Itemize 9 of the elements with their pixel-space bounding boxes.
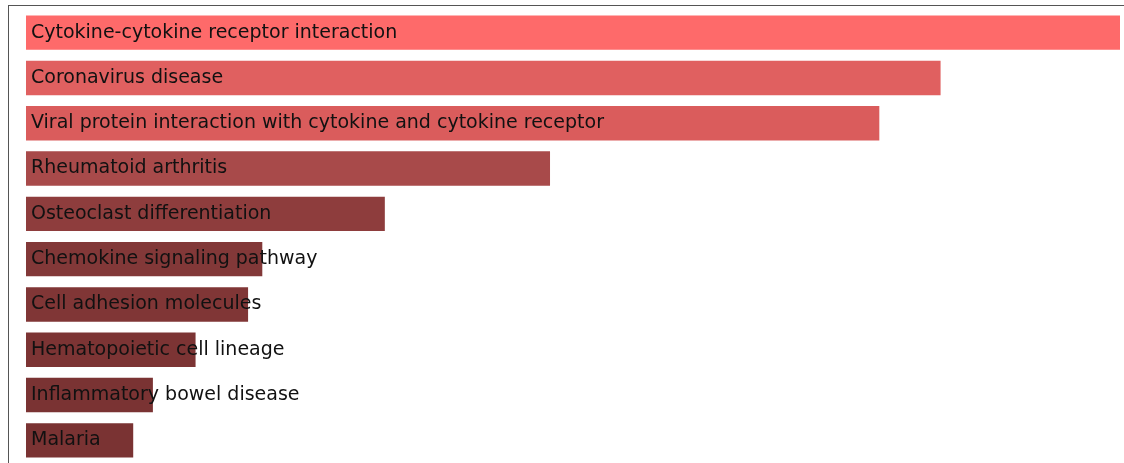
y-tick-label: Cytokine-cytokine receptor interaction [31, 19, 398, 42]
y-tick-label: Osteoclast differentiation [31, 200, 272, 223]
bar [26, 15, 1120, 50]
y-tick-label: Viral protein interaction with cytokine and cytokine receptor [31, 110, 605, 133]
y-tick-label: Malaria [31, 427, 101, 450]
bar [26, 60, 941, 96]
y-tick-label: Coronavirus disease [31, 64, 224, 87]
y-tick-label: Rheumatoid arthritis [31, 155, 228, 178]
bar [26, 151, 551, 186]
